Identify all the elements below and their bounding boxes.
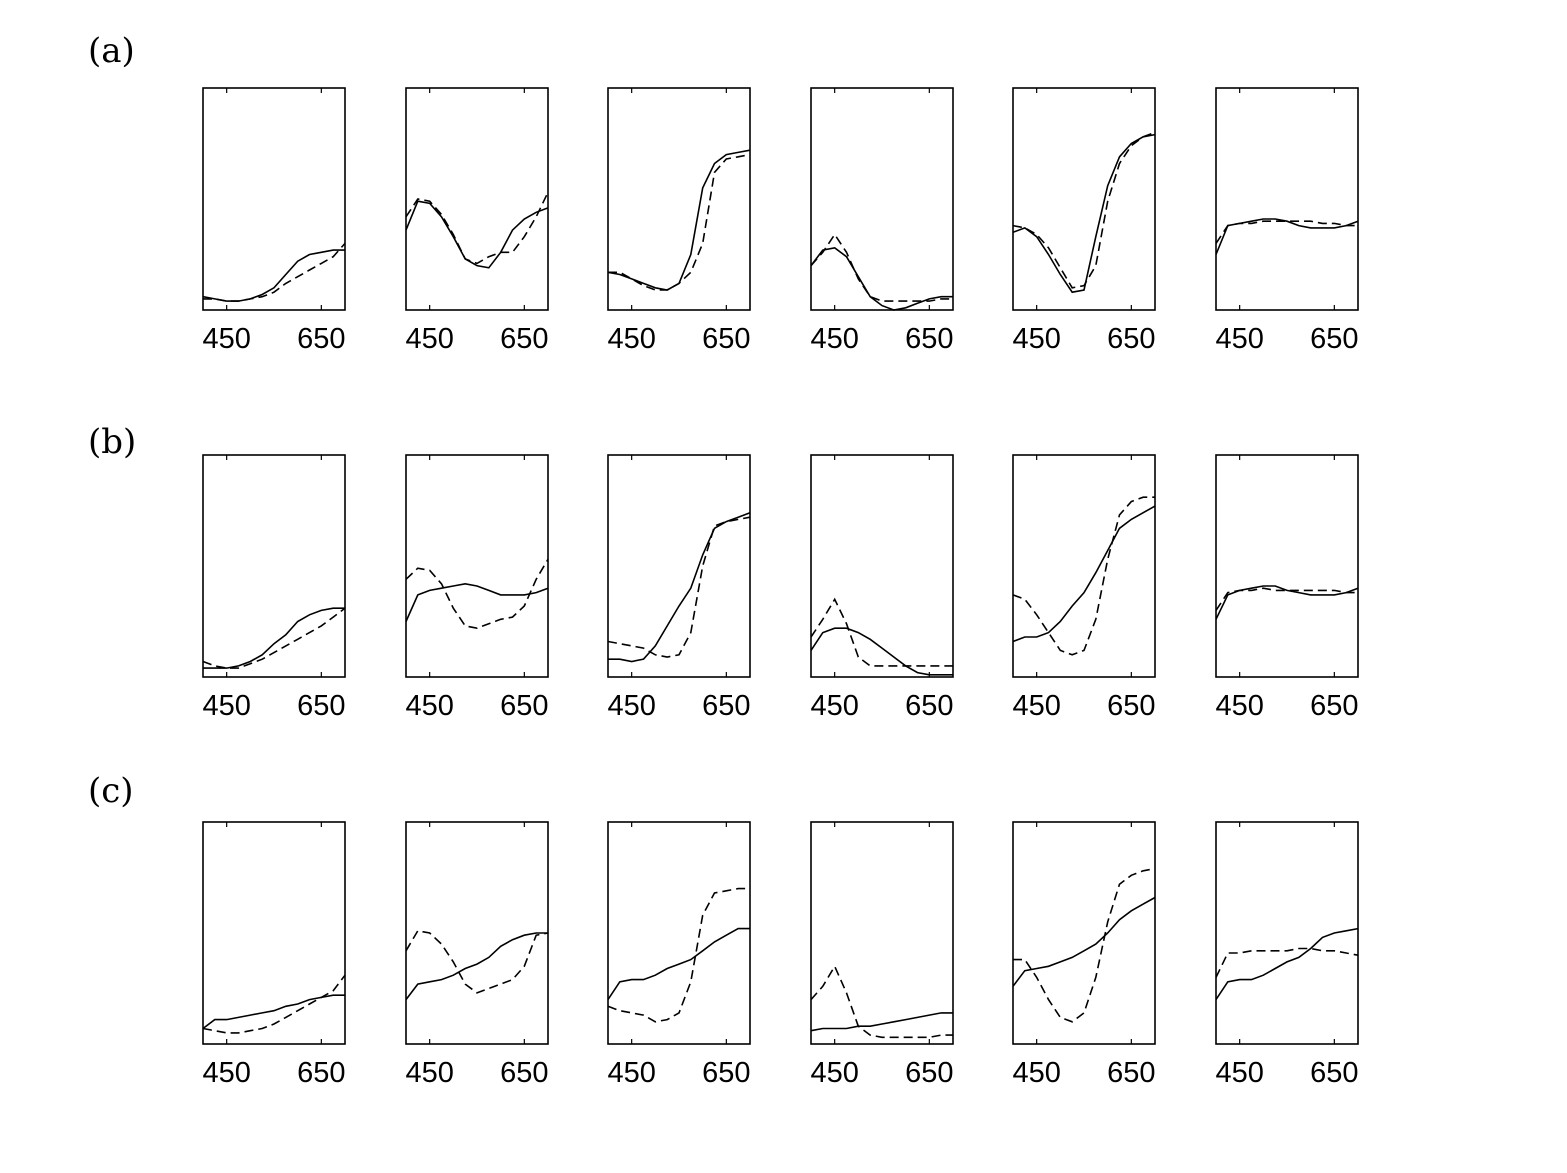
axes-frame [405, 821, 549, 1045]
axes-frame [810, 821, 954, 1045]
axes-frame [405, 454, 549, 678]
x-tick-label: 450 [810, 323, 858, 355]
axes-frame [405, 87, 549, 311]
x-tick-label: 450 [1012, 1057, 1060, 1089]
x-tick-label: 450 [202, 323, 250, 355]
x-tick-label: 450 [1215, 323, 1263, 355]
solid-line [405, 582, 549, 622]
x-tick-label: 450 [810, 690, 858, 722]
x-tick-label: 450 [202, 1057, 250, 1089]
dashed-line [1012, 131, 1156, 289]
dashed-line [810, 964, 953, 1039]
x-tick-label: 650 [905, 323, 953, 355]
solid-line [810, 246, 953, 311]
dashed-line [1013, 867, 1156, 1023]
axes-frame [810, 87, 954, 311]
dashed-line [608, 153, 751, 291]
x-tick-label: 450 [202, 690, 250, 722]
axes-frame [202, 821, 346, 1045]
x-tick-label: 650 [297, 323, 345, 355]
x-tick-label: 650 [702, 1057, 750, 1089]
x-tick-label: 450 [810, 1057, 858, 1089]
solid-line [202, 249, 345, 302]
dashed-line [405, 558, 549, 630]
x-tick-label: 450 [1012, 690, 1060, 722]
dashed-line [202, 607, 346, 669]
dashed-line [1215, 587, 1358, 611]
solid-line [608, 511, 751, 663]
dashed-line [1012, 496, 1155, 656]
dashed-line [607, 887, 750, 1023]
axes-frame [607, 821, 751, 1045]
dashed-line [405, 191, 549, 265]
x-tick-label: 450 [1012, 323, 1060, 355]
solid-line [405, 932, 548, 1001]
solid-line [1012, 896, 1156, 987]
x-tick-label: 650 [702, 323, 750, 355]
x-tick-label: 650 [905, 690, 953, 722]
x-tick-label: 450 [405, 323, 453, 355]
solid-line [1215, 927, 1359, 1001]
axes-frame [1012, 821, 1156, 1045]
axes-frame [202, 87, 346, 311]
solid-line [1012, 505, 1156, 643]
x-tick-label: 650 [1107, 690, 1155, 722]
dashed-line [202, 974, 346, 1034]
solid-line [607, 927, 750, 1001]
x-tick-label: 650 [702, 690, 750, 722]
x-tick-label: 650 [500, 690, 548, 722]
x-tick-label: 450 [607, 690, 655, 722]
panel-label: (b) [88, 422, 136, 462]
x-tick-label: 450 [405, 1057, 453, 1089]
axes-frame [607, 87, 751, 311]
solid-line [810, 627, 953, 676]
solid-line [405, 200, 549, 269]
axes-frame [1012, 87, 1156, 311]
x-tick-label: 450 [405, 690, 453, 722]
dashed-line [1215, 220, 1358, 244]
x-tick-label: 650 [500, 1057, 548, 1089]
x-tick-label: 650 [297, 690, 345, 722]
axes-frame [1215, 87, 1359, 311]
x-tick-label: 650 [1310, 323, 1358, 355]
solid-line [810, 1012, 953, 1032]
x-tick-label: 650 [1310, 1057, 1358, 1089]
dashed-line [405, 929, 549, 994]
axes-frame [1215, 454, 1359, 678]
x-tick-label: 450 [607, 1057, 655, 1089]
dashed-line [810, 233, 953, 302]
panel-label: (c) [88, 771, 134, 811]
x-tick-label: 650 [1310, 690, 1358, 722]
dashed-line [607, 516, 751, 658]
x-tick-label: 450 [1215, 690, 1263, 722]
x-tick-label: 450 [607, 323, 655, 355]
axes-frame [202, 454, 346, 678]
dashed-line [1215, 947, 1359, 978]
dashed-line [203, 242, 346, 302]
solid-line [1012, 133, 1156, 294]
x-tick-label: 650 [500, 323, 548, 355]
dashed-line [810, 597, 953, 667]
axes-frame [1215, 821, 1359, 1045]
solid-line [607, 149, 751, 291]
x-tick-label: 450 [1215, 1057, 1263, 1089]
x-tick-label: 650 [1107, 323, 1155, 355]
x-tick-label: 650 [1107, 1057, 1155, 1089]
axes-frame [1012, 454, 1156, 678]
axes-frame [607, 454, 751, 678]
axes-frame [810, 454, 954, 678]
x-tick-label: 650 [905, 1057, 953, 1089]
solid-line [203, 607, 345, 669]
panel-label: (a) [88, 31, 135, 71]
x-tick-label: 650 [297, 1057, 345, 1089]
